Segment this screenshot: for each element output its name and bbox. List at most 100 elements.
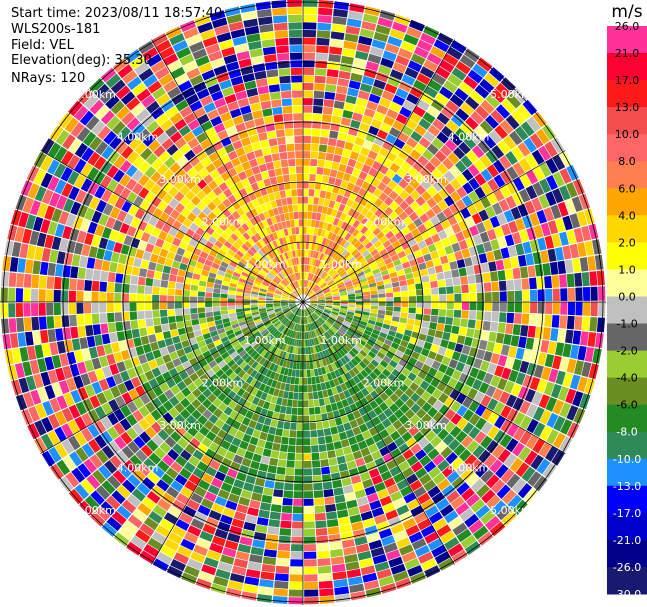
velocity-gate: [131, 169, 144, 182]
velocity-gate: [327, 138, 337, 147]
velocity-gate: [275, 214, 282, 223]
velocity-gate: [336, 255, 343, 263]
velocity-gate: [420, 202, 431, 213]
velocity-gate: [223, 119, 235, 129]
velocity-gate: [360, 281, 369, 287]
velocity-gate: [323, 167, 331, 176]
velocity-gate: [116, 106, 130, 120]
velocity-gate: [109, 363, 120, 376]
velocity-gate: [299, 309, 302, 317]
velocity-gate: [567, 302, 576, 316]
velocity-gate: [69, 451, 83, 467]
velocity-gate: [496, 484, 511, 499]
velocity-gate: [379, 347, 388, 355]
velocity-gate: [227, 302, 235, 306]
velocity-gate: [261, 315, 269, 321]
velocity-gate: [298, 392, 303, 400]
velocity-gate: [296, 316, 300, 324]
velocity-gate: [257, 180, 266, 189]
velocity-gate: [227, 298, 235, 302]
velocity-gate: [238, 349, 247, 358]
velocity-gate: [336, 139, 346, 149]
velocity-gate: [423, 460, 437, 473]
velocity-gate: [334, 277, 342, 283]
velocity-gate: [151, 126, 165, 139]
velocity-gate: [71, 338, 81, 351]
velocity-gate: [228, 21, 244, 32]
velocity-gate: [382, 274, 391, 281]
velocity-gate: [129, 454, 143, 468]
velocity-gate: [310, 299, 318, 302]
velocity-gate: [514, 126, 529, 141]
velocity-gate: [520, 415, 532, 430]
velocity-gate: [169, 351, 179, 361]
velocity-gate: [233, 454, 244, 465]
velocity-gate: [421, 558, 437, 571]
velocity-gate: [423, 288, 431, 296]
velocity-gate: [277, 206, 284, 215]
velocity-gate: [328, 317, 336, 323]
velocity-gate: [329, 259, 336, 267]
velocity-gate: [320, 271, 327, 279]
velocity-gate: [183, 283, 191, 291]
velocity-gate: [110, 385, 121, 398]
velocity-gate: [479, 154, 492, 168]
velocity-gate: [388, 249, 397, 257]
velocity-gate: [262, 317, 270, 323]
velocity-gate: [303, 82, 314, 91]
velocity-gate: [250, 208, 258, 217]
velocity-gate: [78, 89, 94, 105]
velocity-gate: [425, 384, 436, 395]
velocity-gate: [215, 369, 225, 378]
velocity-gate: [80, 373, 91, 386]
velocity-gate: [532, 111, 547, 128]
velocity-gate: [358, 274, 366, 281]
velocity-gate: [416, 339, 425, 348]
velocity-gate: [360, 207, 370, 216]
velocity-gate: [544, 275, 552, 289]
velocity-gate: [476, 349, 486, 360]
velocity-gate: [291, 258, 295, 266]
velocity-gate: [303, 128, 312, 136]
velocity-gate: [361, 387, 370, 397]
velocity-gate: [323, 288, 331, 293]
velocity-gate: [260, 269, 268, 276]
velocity-gate: [317, 390, 324, 399]
velocity-gate: [282, 106, 293, 114]
velocity-gate: [185, 271, 194, 279]
velocity-gate: [282, 307, 290, 311]
velocity-gate: [167, 302, 175, 310]
velocity-gate: [281, 375, 288, 383]
velocity-gate: [168, 174, 180, 186]
velocity-gate: [580, 331, 589, 346]
velocity-gate: [241, 213, 249, 223]
velocity-gate: [71, 254, 81, 267]
velocity-gate: [269, 270, 277, 277]
velocity-gate: [398, 443, 410, 454]
velocity-gate: [430, 377, 441, 388]
velocity-gate: [322, 287, 330, 292]
velocity-gate: [222, 340, 231, 348]
velocity-gate: [394, 454, 406, 466]
velocity-gate: [281, 253, 287, 261]
velocity-gate: [315, 277, 321, 284]
velocity-gate: [280, 281, 287, 287]
velocity-gate: [54, 315, 62, 329]
velocity-gate: [246, 229, 254, 238]
velocity-gate: [584, 347, 595, 363]
velocity-gate: [547, 220, 559, 235]
velocity-gate: [175, 230, 185, 241]
velocity-gate: [137, 220, 148, 232]
velocity-gate: [356, 352, 365, 361]
velocity-gate: [290, 559, 303, 567]
velocity-gate: [143, 458, 156, 471]
velocity-gate: [56, 340, 66, 354]
velocity-gate: [240, 489, 252, 499]
velocity-gate: [257, 273, 265, 280]
velocity-gate: [264, 332, 271, 340]
velocity-gate: [356, 372, 365, 381]
velocity-gate: [345, 95, 357, 105]
velocity-gate: [478, 253, 488, 264]
velocity-gate: [449, 333, 458, 343]
